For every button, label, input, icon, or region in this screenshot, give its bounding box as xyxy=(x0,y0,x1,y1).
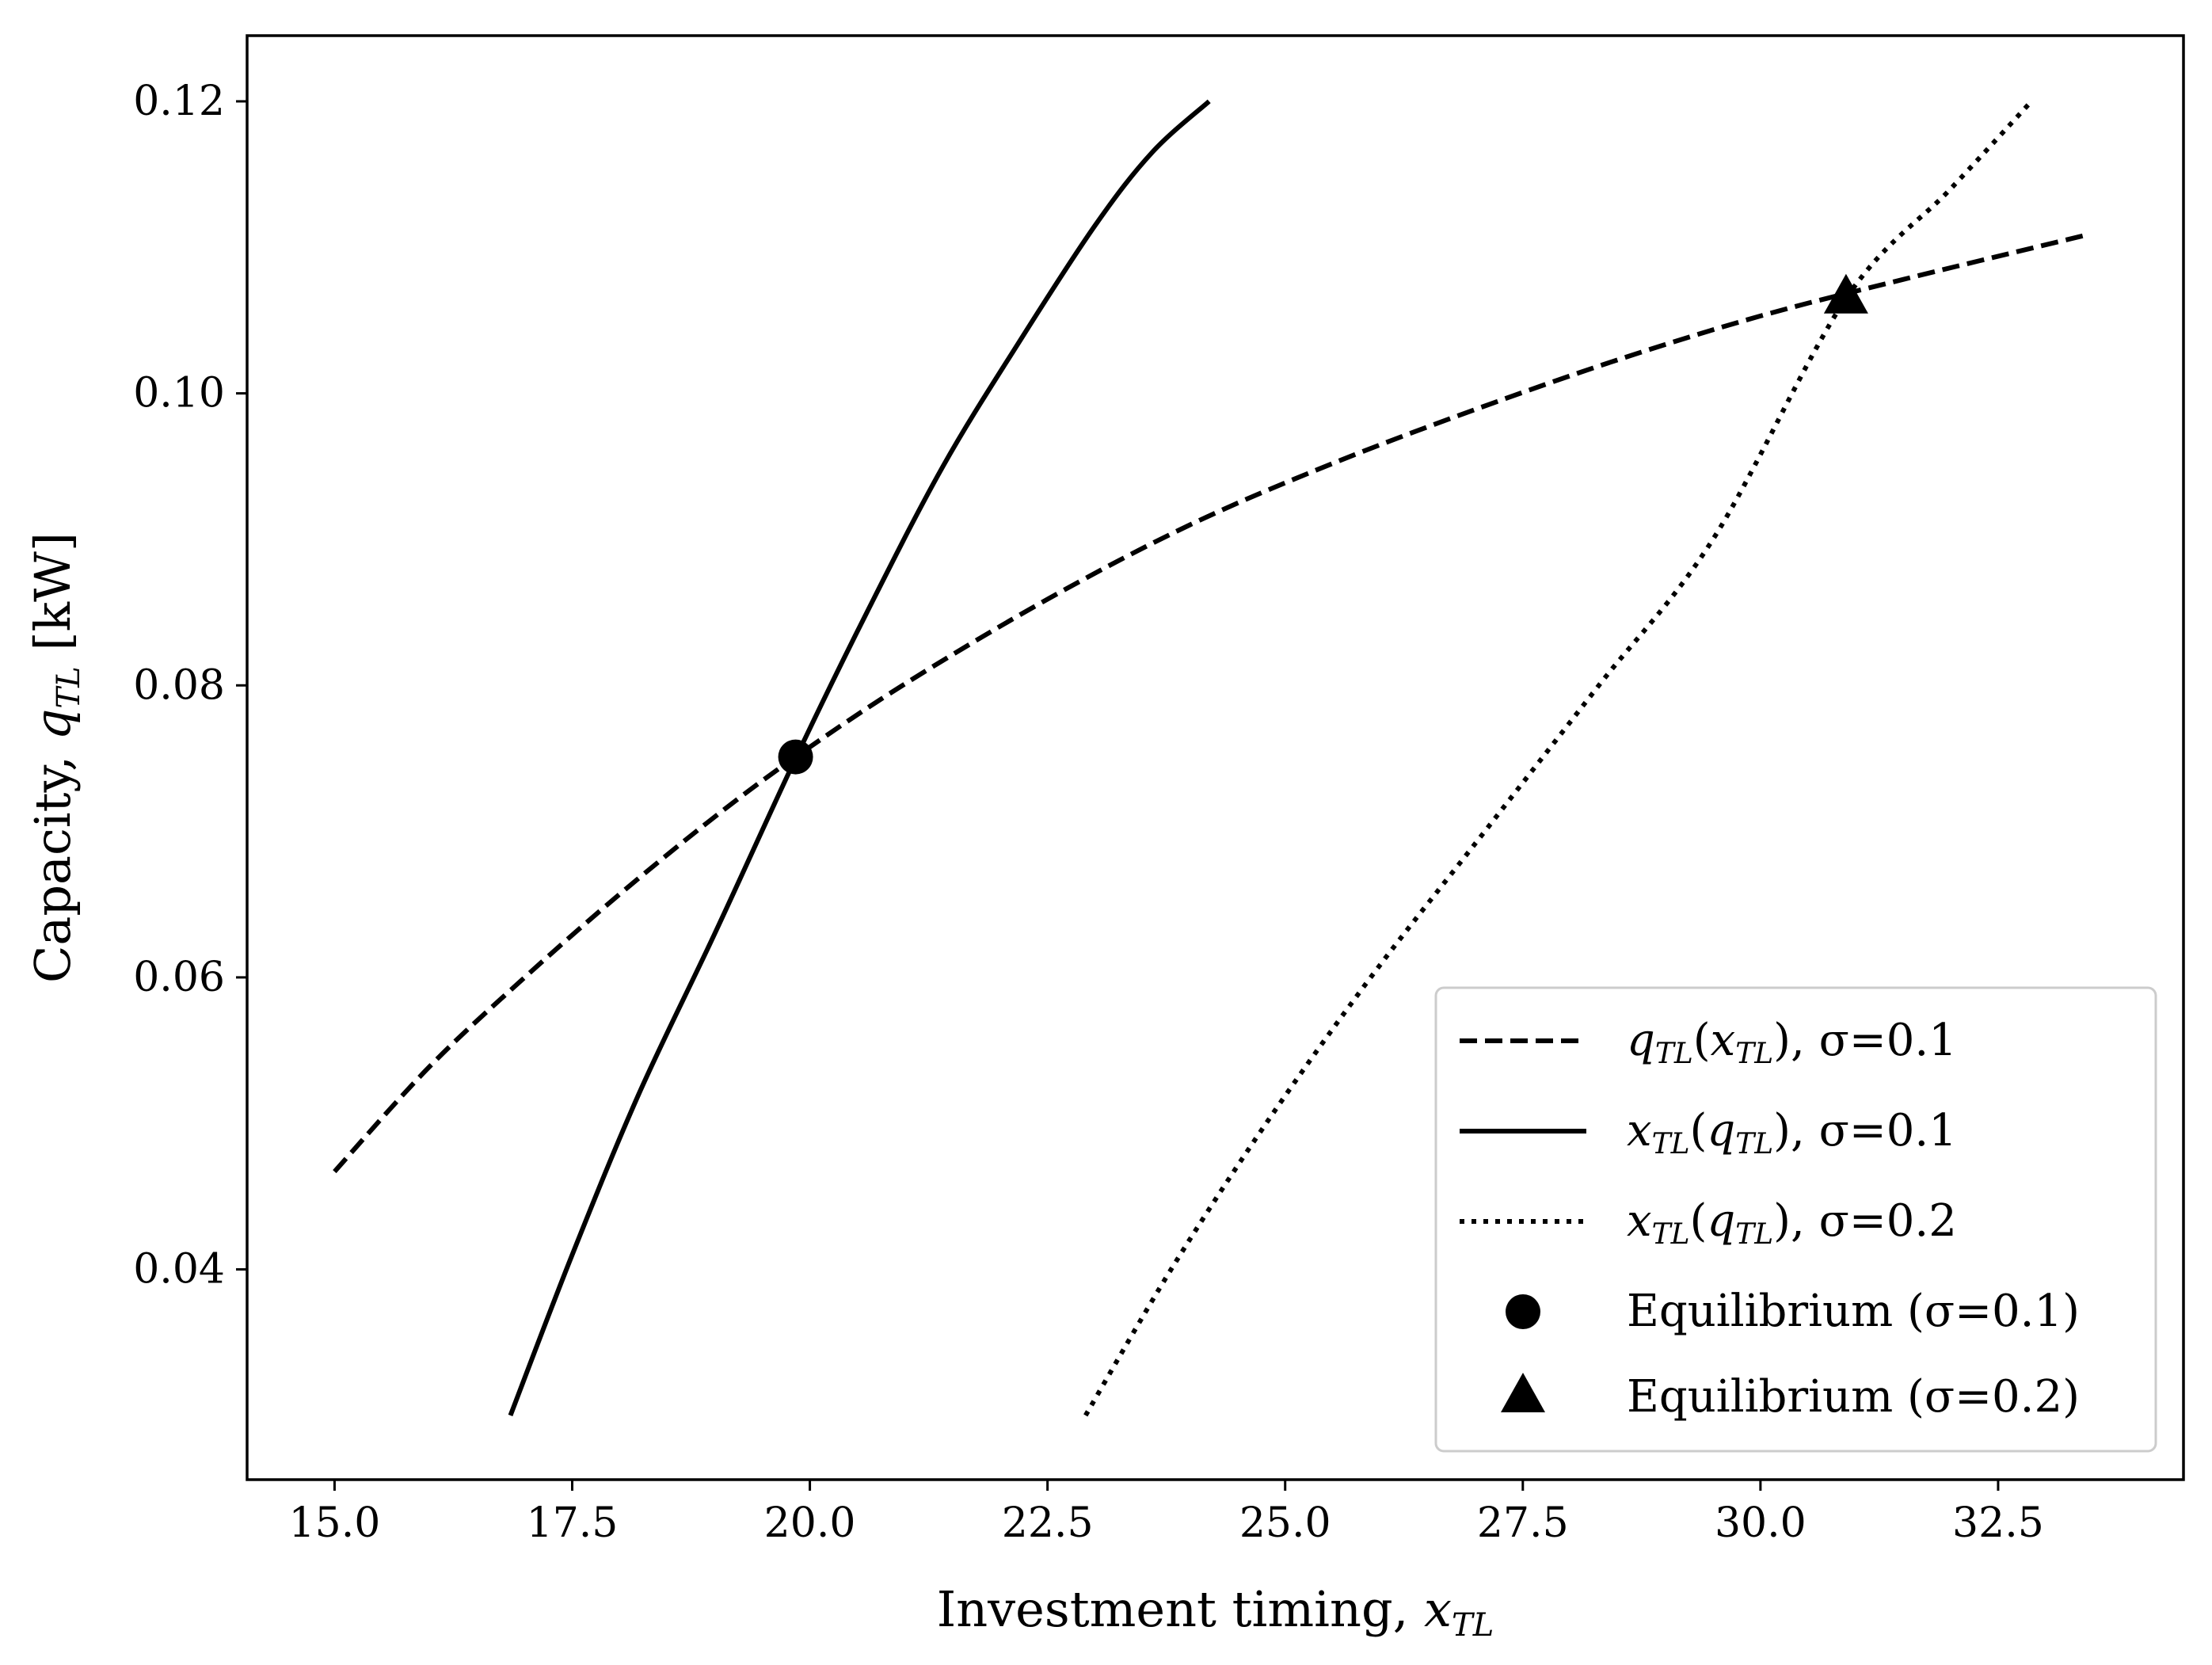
legend-marker-triangle xyxy=(1501,1373,1545,1412)
series-line-1 xyxy=(508,99,1211,1416)
x-axis-title: Investment timing, xTL xyxy=(937,1580,1494,1644)
x-tick-label: 22.5 xyxy=(1002,1499,1094,1547)
equilibrium-marker-circle xyxy=(778,739,813,775)
y-tick-label: 0.06 xyxy=(133,954,225,1001)
y-tick-label: 0.10 xyxy=(133,370,225,417)
equilibrium-marker-triangle xyxy=(1823,273,1868,314)
x-tick-label: 17.5 xyxy=(527,1499,619,1547)
axes-frame xyxy=(246,34,2185,1481)
legend-marker-circle xyxy=(1506,1294,1540,1329)
x-tick-label: 32.5 xyxy=(1952,1499,2044,1547)
x-tick-label: 30.0 xyxy=(1715,1499,1807,1547)
legend-label-q-sigma-01: qTL(xTL), σ=0.1 xyxy=(1627,1015,1957,1070)
y-tick-label: 0.08 xyxy=(133,661,225,709)
legend-label-equilibrium-02: Equilibrium (σ=0.2) xyxy=(1627,1371,2080,1423)
y-axis-title: Capacity, qTL [kW] xyxy=(24,532,87,983)
x-tick-label: 25.0 xyxy=(1239,1499,1331,1547)
axis-ticks: 15.0 17.5 20.0 22.5 25.0 27.5 30.0 32.5 0.04 0.06… xyxy=(133,78,2044,1547)
legend: qTL(xTL), σ=0.1 xTL(qTL), σ=0.1 xTL(qTL)… xyxy=(1434,986,2157,1453)
series-line-0 xyxy=(333,233,2084,1174)
legend-label-x-sigma-02: xTL(qTL), σ=0.2 xyxy=(1627,1195,1957,1251)
series-line-2 xyxy=(1083,99,2034,1417)
y-tick-label: 0.04 xyxy=(133,1246,225,1294)
x-tick-label: 20.0 xyxy=(764,1499,856,1547)
y-tick-label: 0.12 xyxy=(133,78,225,125)
x-tick-label: 15.0 xyxy=(289,1499,381,1547)
x-tick-label: 27.5 xyxy=(1477,1499,1569,1547)
legend-box xyxy=(1434,986,2157,1453)
plot-area xyxy=(333,99,2084,1417)
legend-label-x-sigma-01: xTL(qTL), σ=0.1 xyxy=(1627,1105,1957,1160)
legend-label-equilibrium-01: Equilibrium (σ=0.1) xyxy=(1627,1286,2080,1337)
